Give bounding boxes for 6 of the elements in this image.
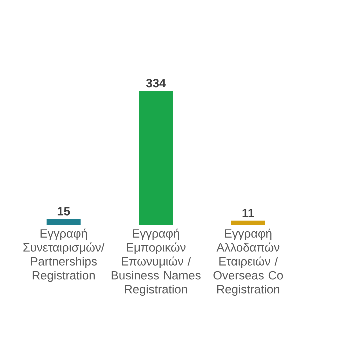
data-label: 11: [242, 209, 254, 218]
x-tick-label: Εγγραφή Εμπορικών Επωνυμιών / Business Names Registration: [112, 228, 201, 296]
data-label: 15: [58, 207, 70, 216]
x-tick-label: Εγγραφή Αλλοδαπών Εταιρειών / Overseas Co Registration: [214, 228, 284, 296]
x-tick-label: Εγγραφή Συνεταιρισμών/ Partnerships Registration: [24, 228, 105, 282]
data-label: 334: [146, 79, 166, 88]
